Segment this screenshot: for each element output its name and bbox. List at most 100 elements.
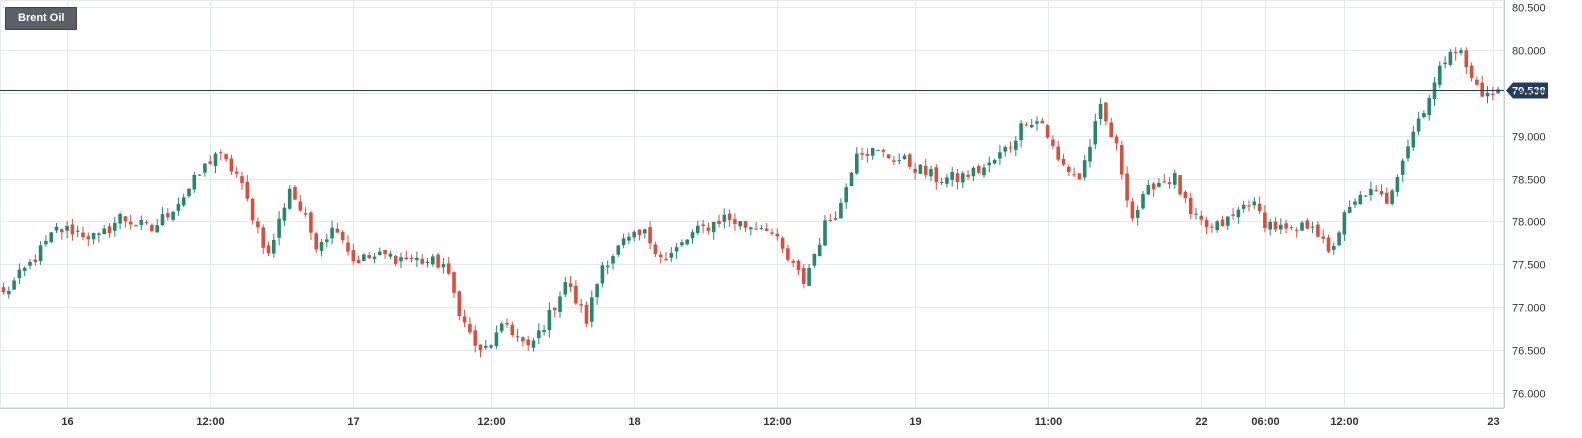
candle [1453, 47, 1458, 61]
candle [945, 174, 949, 188]
grid-layer [0, 0, 1504, 408]
candle-body [674, 247, 679, 252]
candle-body [1130, 201, 1135, 219]
candle-body [462, 316, 467, 323]
candle-body [356, 259, 361, 264]
candle [1135, 205, 1140, 226]
candle [1305, 217, 1310, 229]
candle-body [913, 168, 917, 173]
candle [998, 144, 1002, 166]
candle [22, 266, 27, 277]
candle-body [1072, 174, 1076, 176]
candle-body [1220, 219, 1225, 227]
candle [902, 153, 907, 160]
candle [706, 222, 711, 235]
candle [844, 183, 848, 209]
candle-body [1374, 190, 1378, 192]
candle-body [219, 152, 223, 154]
candle-body [420, 258, 424, 264]
candle [1374, 184, 1378, 192]
candle [446, 256, 451, 275]
candle-body [1443, 62, 1447, 65]
candle-body [1231, 214, 1235, 216]
candle-body [1316, 224, 1320, 237]
instrument-badge[interactable]: Brent Oil [5, 7, 78, 30]
candle [1332, 242, 1336, 255]
candle-body [1268, 221, 1272, 230]
candle-body [807, 267, 811, 287]
candle [1120, 140, 1124, 180]
candle-body [828, 219, 833, 221]
candle-body [1003, 147, 1007, 152]
candle [293, 184, 297, 201]
x-tick-label: 12:00 [477, 416, 505, 428]
candle [436, 252, 440, 269]
candle [1294, 227, 1299, 238]
candle-body [1024, 124, 1029, 126]
candle [319, 238, 324, 257]
candle [674, 243, 679, 259]
x-tick-label: 11:00 [1035, 416, 1063, 428]
candle-body [632, 231, 636, 238]
candle [923, 158, 928, 179]
candle [203, 163, 207, 177]
candle-body [213, 153, 218, 166]
candle-body [1029, 125, 1034, 128]
candle [81, 226, 85, 240]
candle [160, 207, 165, 226]
x-tick-label: 17 [347, 416, 359, 428]
candle-body [1114, 136, 1119, 144]
candle [701, 219, 705, 234]
candle-body [982, 167, 986, 176]
candle-body [102, 228, 106, 235]
candle [1268, 218, 1272, 236]
candle-body [939, 181, 944, 183]
candle [870, 147, 875, 160]
candle [632, 230, 636, 242]
candle-body [1, 287, 6, 293]
plot-border [0, 0, 1504, 408]
candle-body [823, 220, 827, 246]
candle-body [1088, 146, 1092, 162]
candle [1252, 197, 1257, 209]
candle-body [1120, 145, 1124, 175]
candle-body [658, 254, 663, 257]
candle [791, 258, 795, 268]
candle-body [621, 238, 626, 245]
candle-body [1162, 181, 1166, 183]
candle [1035, 116, 1039, 131]
candle [383, 249, 387, 259]
candle [1014, 136, 1018, 157]
candle-body [234, 171, 239, 174]
candle [219, 149, 223, 161]
candle [97, 232, 101, 243]
candle-body [1051, 139, 1055, 146]
candle [796, 259, 801, 275]
candle-body [1151, 183, 1156, 190]
candle [1475, 76, 1479, 86]
candle [627, 232, 631, 244]
candle [1400, 158, 1405, 183]
candle-body [1395, 177, 1400, 192]
candle [1220, 216, 1225, 227]
candle-body [399, 257, 403, 262]
candle [134, 224, 138, 227]
candle-body [362, 254, 366, 261]
candle-body [250, 198, 255, 221]
candle-body [743, 221, 748, 228]
candle [340, 230, 345, 244]
candle [49, 232, 53, 244]
x-tick-label: 12:00 [763, 416, 791, 428]
candle-body [123, 216, 128, 222]
candle [568, 275, 573, 292]
candle-body [293, 186, 297, 200]
candle [65, 221, 69, 239]
candle-body [38, 245, 43, 262]
candle-body [155, 225, 159, 233]
candle [1464, 47, 1469, 75]
candle [1146, 179, 1151, 195]
candle [1029, 119, 1034, 129]
candle [1173, 169, 1177, 189]
candle-body [706, 227, 711, 231]
candle [484, 339, 488, 350]
